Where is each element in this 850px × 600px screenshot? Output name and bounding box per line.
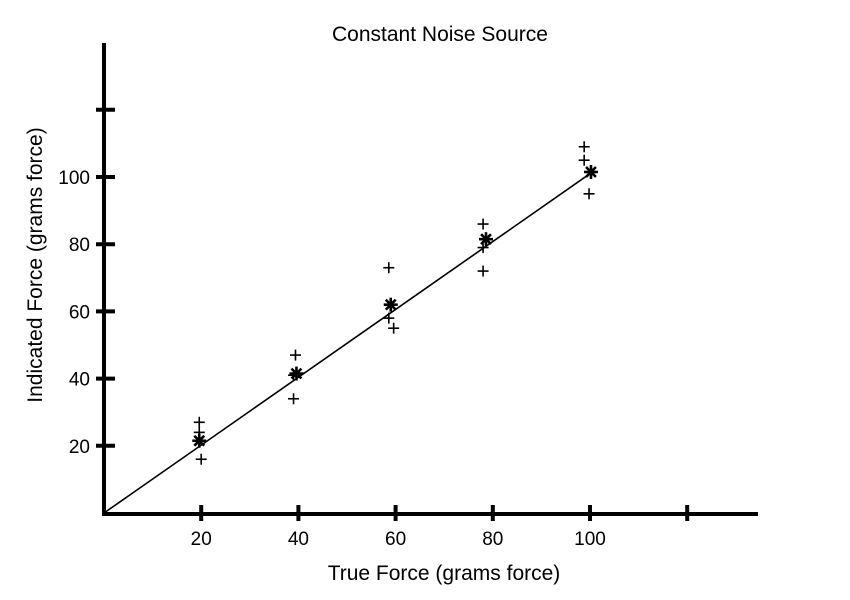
star-marker: [383, 297, 398, 312]
x-tick-label: 80: [482, 529, 503, 550]
x-tick-label: 100: [574, 529, 606, 550]
plus-marker: [289, 349, 301, 361]
plus-marker: [388, 322, 400, 334]
plus-marker: [195, 453, 207, 465]
star-marker-stroke: [480, 233, 492, 246]
y-axis-label: Indicated Force (grams force): [24, 127, 47, 402]
plus-marker: [578, 141, 590, 153]
plus-marker: [193, 416, 205, 428]
data-markers: [192, 141, 598, 465]
x-axis-label: True Force (grams force): [328, 562, 561, 585]
fit-line: [103, 170, 595, 514]
chart-title: Constant Noise Source: [332, 23, 548, 46]
star-marker-stroke: [290, 367, 303, 380]
x-tick-label: 20: [191, 529, 212, 550]
star-marker-stroke: [384, 298, 397, 311]
fit-line-segment: [103, 170, 595, 514]
plus-marker: [288, 393, 300, 405]
x-tick-label: 60: [385, 529, 406, 550]
star-marker-stroke: [193, 434, 206, 447]
plus-marker: [477, 218, 489, 230]
axes: [102, 43, 758, 516]
star-marker-stroke: [585, 166, 597, 178]
plus-marker: [578, 154, 590, 166]
plus-marker: [383, 262, 395, 274]
x-tick-label: 40: [288, 529, 309, 550]
plus-marker: [477, 265, 489, 277]
star-marker: [289, 366, 304, 381]
axis-ticks: [96, 107, 690, 521]
y-tick-label: 60: [69, 302, 90, 323]
star-marker: [478, 232, 493, 247]
y-tick-label: 100: [58, 168, 90, 189]
y-tick-label: 80: [69, 235, 90, 256]
y-tick-label: 20: [69, 437, 90, 458]
tick-labels: 20 40 60 80 100 20 40 60 80 100: [58, 168, 606, 550]
plus-marker: [383, 312, 395, 324]
y-tick-label: 40: [69, 370, 90, 391]
star-marker: [192, 433, 207, 448]
star-marker: [583, 164, 598, 179]
plus-marker: [583, 188, 595, 200]
